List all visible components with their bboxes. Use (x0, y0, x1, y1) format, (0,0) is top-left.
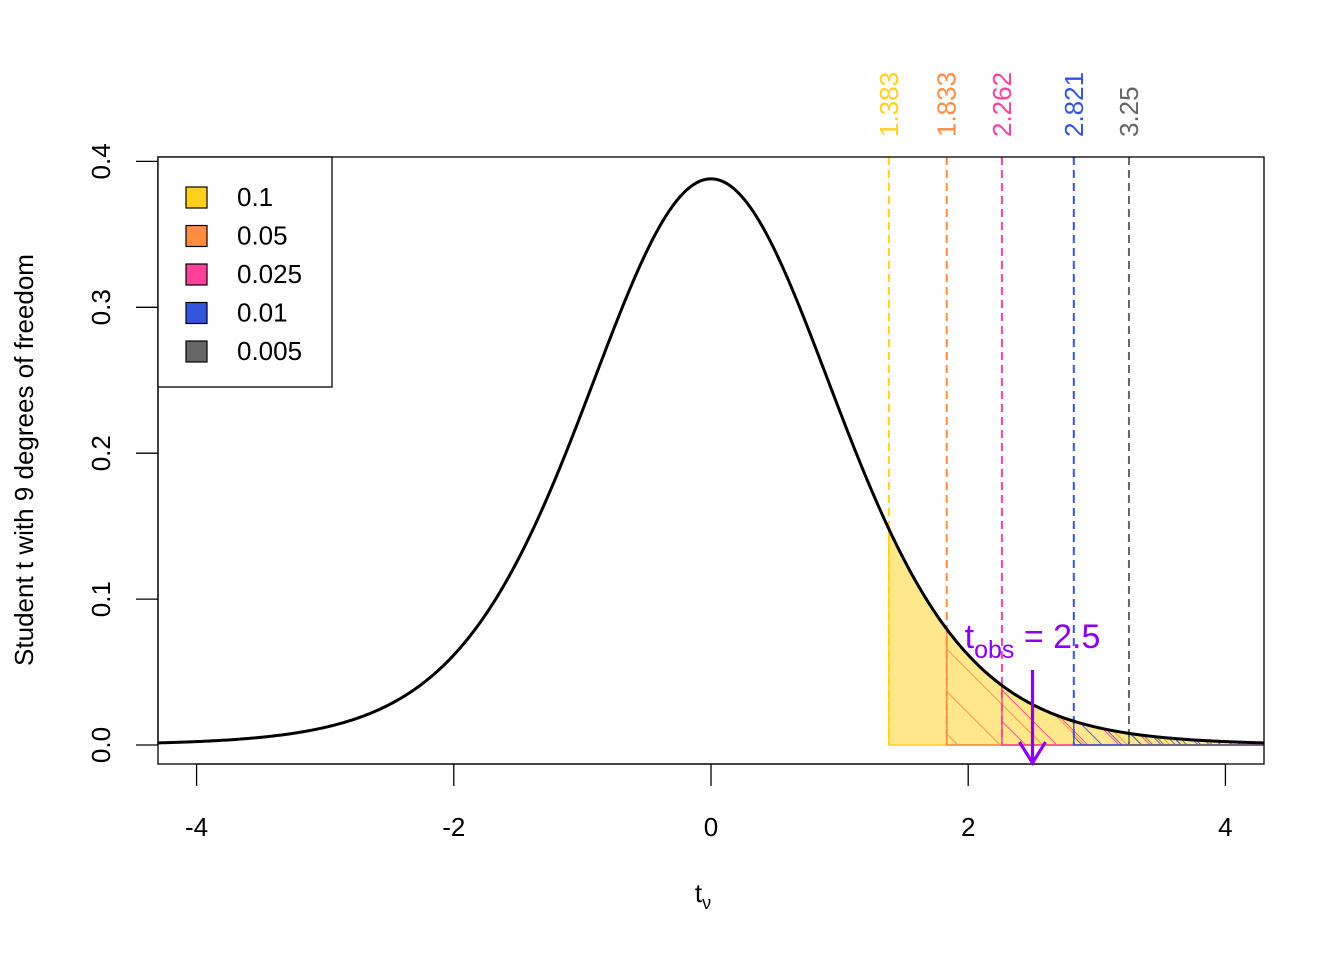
critical-label-1.383: 1.383 (874, 72, 904, 137)
y-tick-label: 0.2 (86, 435, 116, 471)
x-tick-label: -2 (442, 812, 465, 842)
x-tick-label: 2 (961, 812, 975, 842)
x-axis: -4 -2 0 2 4 (185, 763, 1233, 842)
y-axis: 0.0 0.1 0.2 0.3 0.4 (86, 143, 159, 763)
legend: 0.1 0.05 0.025 0.01 0.005 (157, 156, 333, 388)
legend-swatch (185, 301, 208, 325)
y-axis-title: Student t with 9 degrees of freedom (9, 254, 39, 666)
critical-label-3.25: 3.25 (1114, 86, 1144, 137)
observed-label-main: t (965, 618, 975, 656)
y-tick-label: 0.4 (86, 143, 116, 179)
legend-label: 0.025 (237, 259, 302, 289)
observed-arrow-head (1018, 741, 1047, 767)
x-axis-title: tν (695, 878, 711, 913)
legend-swatch (185, 224, 208, 248)
observed-marker: tobs = 2.5 (965, 618, 1101, 767)
y-tick-label: 0.1 (86, 581, 116, 617)
legend-label: 0.05 (237, 221, 288, 251)
legend-swatch (185, 340, 208, 363)
critical-label-1.833: 1.833 (932, 72, 962, 137)
critical-label-2.821: 2.821 (1059, 72, 1089, 137)
x-tick-label: 0 (704, 812, 718, 842)
legend-label: 0.1 (237, 182, 273, 212)
y-tick-label: 0.3 (86, 289, 116, 325)
legend-label: 0.01 (237, 298, 288, 328)
legend-swatch (185, 186, 208, 209)
observed-label-rest: = 2.5 (1014, 618, 1100, 656)
density-curve (158, 177, 1264, 745)
legend-swatch (185, 263, 208, 286)
observed-label-sub: obs (974, 636, 1014, 664)
x-tick-label: -4 (185, 812, 208, 842)
critical-value-labels: 1.383 1.833 2.262 2.821 3.25 (874, 72, 1144, 137)
y-tick-label: 0.0 (86, 727, 116, 763)
legend-label: 0.005 (237, 336, 302, 366)
critical-label-2.262: 2.262 (987, 72, 1017, 137)
x-tick-label: 4 (1218, 812, 1232, 842)
critical-value-lines (887, 157, 1130, 746)
observed-label: tobs = 2.5 (965, 618, 1101, 664)
